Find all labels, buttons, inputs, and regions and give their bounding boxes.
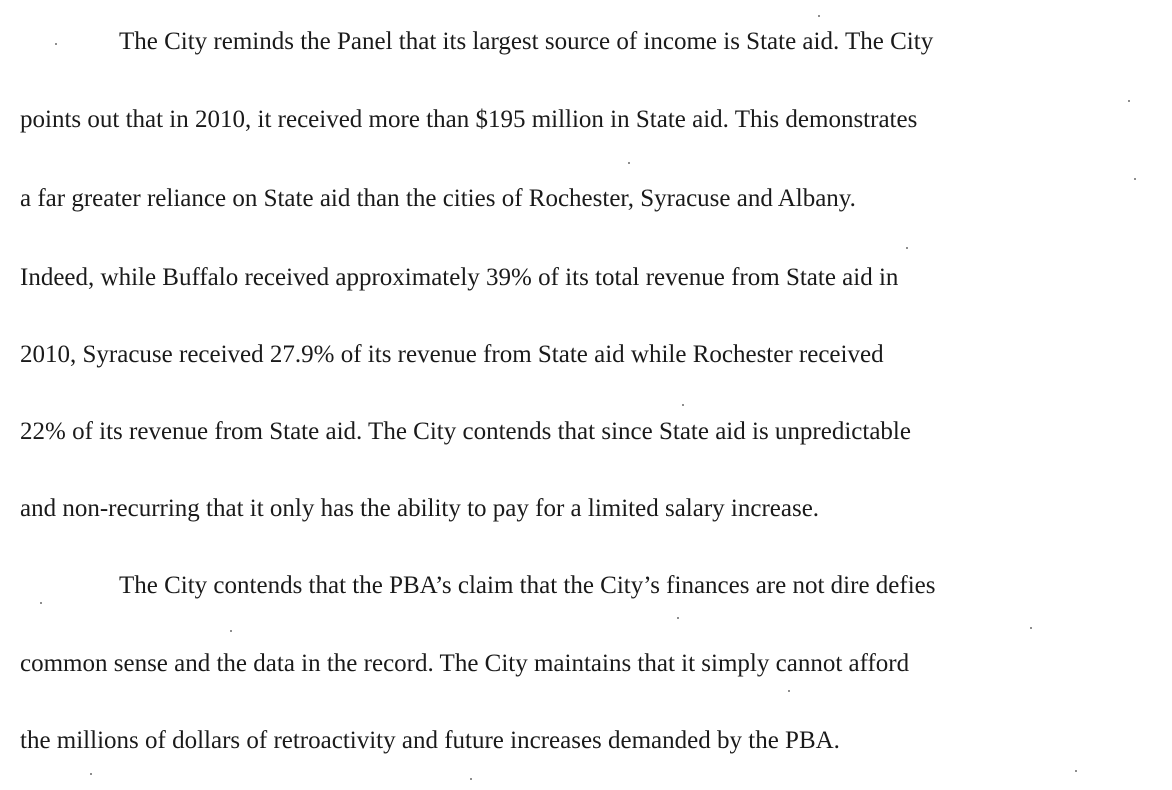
scan-speck: [90, 773, 92, 775]
paragraph-1-line-3: a far greater reliance on State aid than…: [20, 185, 856, 212]
scan-speck: [1030, 627, 1032, 629]
paragraph-1-line-7: and non-recurring that it only has the a…: [20, 495, 820, 522]
scan-speck: [818, 15, 820, 17]
paragraph-1-line-2: points out that in 2010, it received mor…: [20, 106, 918, 133]
scan-speck: [40, 602, 42, 604]
paragraph-2-line-2: common sense and the data in the record.…: [20, 650, 910, 677]
scan-speck: [906, 247, 908, 249]
scan-speck: [682, 404, 684, 406]
scan-speck: [628, 162, 630, 164]
paragraph-1-line-6: 22% of its revenue from State aid. The C…: [20, 418, 911, 445]
paragraph-1-line-4: Indeed, while Buffalo received approxima…: [20, 264, 899, 291]
paragraph-2-line-1: The City contends that the PBA’s claim t…: [119, 572, 936, 599]
paragraph-2-line-3: the millions of dollars of retroactivity…: [20, 727, 840, 754]
scan-speck: [1134, 178, 1136, 180]
paragraph-1-line-1: The City reminds the Panel that its larg…: [119, 28, 934, 55]
paragraph-1-line-5: 2010, Syracuse received 27.9% of its rev…: [20, 341, 884, 368]
scan-speck: [230, 630, 232, 632]
scan-speck: [1128, 100, 1130, 102]
scan-speck: [788, 690, 790, 692]
scan-speck: [470, 778, 472, 780]
scan-speck: [55, 43, 57, 45]
scan-speck: [1075, 770, 1077, 772]
scan-speck: [677, 617, 679, 619]
